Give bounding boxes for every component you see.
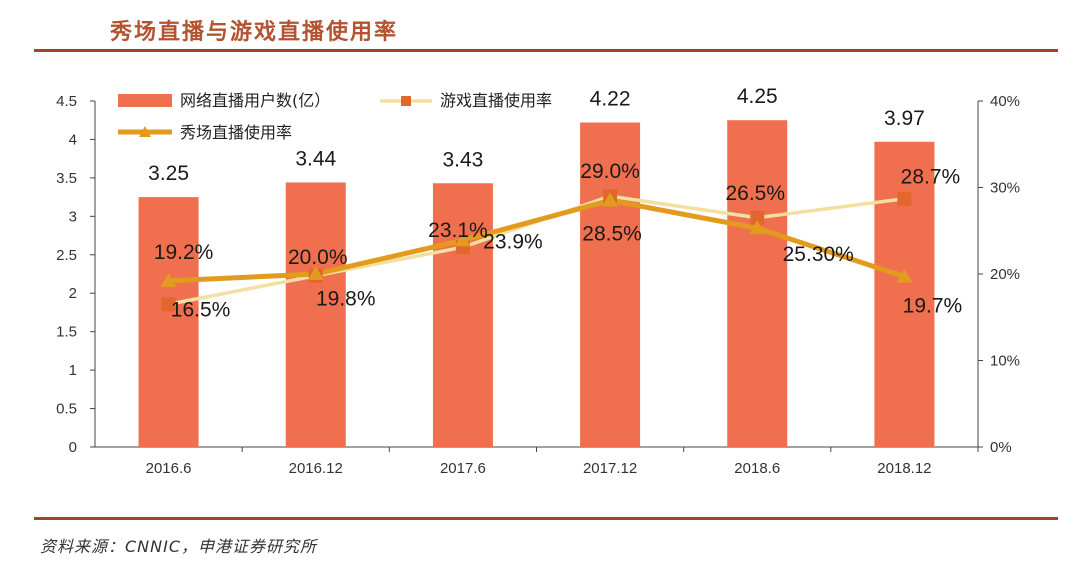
game-rate-label: 26.5% bbox=[725, 182, 785, 205]
show-rate-line bbox=[168, 197, 906, 284]
game-rate-marker bbox=[750, 210, 765, 225]
show-rate-marker bbox=[454, 232, 471, 247]
bar-value-label: 3.44 bbox=[295, 148, 336, 171]
show-rate-label: 23.9% bbox=[483, 230, 543, 253]
title-divider bbox=[34, 49, 1058, 52]
left-tick-label: 4 bbox=[69, 131, 77, 148]
chart-axes: 0 0.5 1 1.5 2 2.5 3 3.5 4 4.5 0% 10% 20% 30% 40% 2016.6… bbox=[56, 93, 1020, 477]
x-tick-label: 2018.12 bbox=[877, 460, 931, 477]
bar bbox=[432, 183, 493, 447]
game-rate-label: 16.5% bbox=[171, 298, 231, 321]
x-tick-label: 2017.12 bbox=[583, 460, 637, 477]
combo-chart: 0 0.5 1 1.5 2 2.5 3 3.5 4 4.5 0% 10% 20% 30% 40% 2016.6… bbox=[56, 85, 1020, 477]
game-rate-label: 23.1% bbox=[428, 219, 488, 242]
show-rate-marker bbox=[749, 220, 766, 235]
game-rate-marker bbox=[161, 297, 176, 312]
show-rate-label: 25.30% bbox=[783, 243, 854, 266]
x-tick-label: 2016.12 bbox=[289, 460, 343, 477]
x-tick-label: 2018.6 bbox=[734, 460, 780, 477]
right-tick-label: 30% bbox=[990, 180, 1020, 197]
game-rate-label: 19.8% bbox=[316, 288, 376, 311]
legend-game-marker bbox=[401, 96, 411, 106]
right-tick-label: 40% bbox=[990, 93, 1020, 110]
left-tick-label: 4.5 bbox=[56, 93, 77, 110]
show-rate-label: 20.0% bbox=[288, 246, 348, 269]
legend-show-marker bbox=[139, 126, 151, 137]
bar bbox=[138, 197, 199, 447]
game-rate-marker bbox=[897, 191, 912, 206]
left-tick-label: 2.5 bbox=[56, 247, 77, 264]
left-tick-label: 3.5 bbox=[56, 170, 77, 187]
footer-divider bbox=[34, 517, 1058, 520]
right-tick-label: 20% bbox=[990, 266, 1020, 283]
legend-bar-swatch bbox=[118, 94, 172, 107]
show-rate-marker bbox=[307, 266, 324, 280]
show-rate-label: 19.2% bbox=[154, 241, 214, 264]
bar-series bbox=[138, 120, 935, 448]
legend-game-label: 游戏直播使用率 bbox=[440, 91, 552, 110]
left-tick-label: 0.5 bbox=[56, 401, 77, 418]
bar-value-label: 3.43 bbox=[442, 148, 483, 171]
bar bbox=[727, 120, 788, 447]
show-rate-marker bbox=[602, 192, 619, 207]
show-rate-marker bbox=[896, 268, 913, 283]
line-series bbox=[160, 189, 913, 312]
x-tick-label: 2016.6 bbox=[146, 460, 192, 477]
legend-show-label: 秀场直播使用率 bbox=[180, 123, 292, 142]
show-rate-label: 19.7% bbox=[903, 295, 963, 318]
legend-bar-label: 网络直播用户数(亿） bbox=[180, 91, 330, 110]
left-tick-label: 1 bbox=[69, 362, 77, 379]
bar-value-label: 4.25 bbox=[737, 85, 778, 108]
left-tick-label: 1.5 bbox=[56, 324, 77, 341]
left-tick-label: 2 bbox=[69, 285, 77, 302]
bar-value-label: 4.22 bbox=[590, 88, 631, 111]
bar bbox=[285, 182, 346, 447]
left-tick-label: 3 bbox=[69, 208, 77, 225]
right-tick-label: 0% bbox=[990, 439, 1012, 456]
left-tick-label: 0 bbox=[69, 439, 77, 456]
show-rate-marker bbox=[160, 272, 177, 287]
bar-value-label: 3.25 bbox=[148, 162, 189, 185]
x-tick-label: 2017.6 bbox=[440, 460, 486, 477]
chart-title: 秀场直播与游戏直播使用率 bbox=[110, 19, 399, 45]
bar-value-label: 3.97 bbox=[884, 107, 925, 130]
bar bbox=[580, 122, 641, 447]
show-rate-label: 28.5% bbox=[582, 222, 642, 245]
right-tick-label: 10% bbox=[990, 353, 1020, 370]
game-rate-label: 29.0% bbox=[580, 160, 640, 183]
game-rate-label: 28.7% bbox=[901, 166, 961, 189]
source-note: 资料来源：CNNIC，申港证券研究所 bbox=[40, 537, 318, 556]
